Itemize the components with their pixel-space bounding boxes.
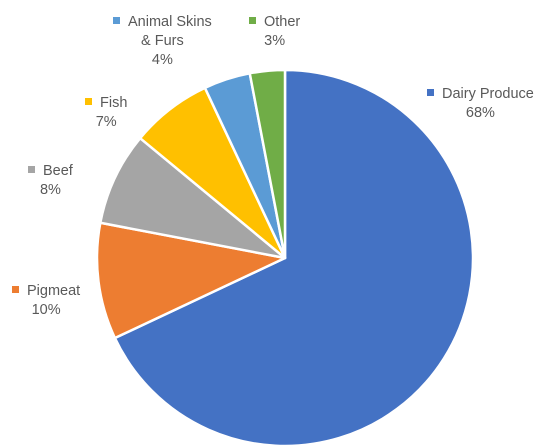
label-percent-pigmeat: 10% <box>32 302 61 318</box>
label-name-beef: Beef <box>43 163 74 179</box>
data-label-fish: Fish 7% <box>85 95 127 130</box>
data-label-other: Other 3% <box>249 14 300 49</box>
label-name-fish: Fish <box>100 95 127 111</box>
label-percent-dairy-produce: 68% <box>466 105 495 121</box>
pie-labels: Dairy Produce 68% Pigmeat 10% Beef 8% Fish 7% An… <box>12 14 534 318</box>
label-name-other: Other <box>264 14 300 30</box>
data-label-dairy-produce: Dairy Produce 68% <box>427 86 534 121</box>
label-name-animal-skins-furs: Animal Skins <box>128 14 212 30</box>
label-percent-beef: 8% <box>40 182 61 198</box>
legend-swatch-beef <box>28 166 35 173</box>
label-name-dairy-produce: Dairy Produce <box>442 86 534 102</box>
label-name-line-animal-skins-furs: & Furs <box>141 33 184 49</box>
data-label-beef: Beef 8% <box>28 163 74 198</box>
label-percent-animal-skins-furs: 4% <box>152 52 173 68</box>
label-percent-fish: 7% <box>96 114 117 130</box>
label-name-pigmeat: Pigmeat <box>27 283 80 299</box>
pie-slice-pigmeat <box>95 221 287 340</box>
legend-swatch-pigmeat <box>12 286 19 293</box>
data-label-pigmeat: Pigmeat 10% <box>12 283 80 318</box>
legend-swatch-animal-skins-furs <box>113 17 120 24</box>
pie-slice-other <box>248 68 287 260</box>
pie-slice-beef <box>99 136 287 260</box>
legend-swatch-dairy-produce <box>427 89 434 96</box>
label-percent-other: 3% <box>264 33 285 49</box>
pie-slices <box>95 68 475 446</box>
data-label-animal-skins-furs: Animal Skins & Furs 4% <box>113 14 212 68</box>
pie-slice-dairy-produce <box>113 68 475 446</box>
legend-swatch-fish <box>85 98 92 105</box>
legend-swatch-other <box>249 17 256 24</box>
